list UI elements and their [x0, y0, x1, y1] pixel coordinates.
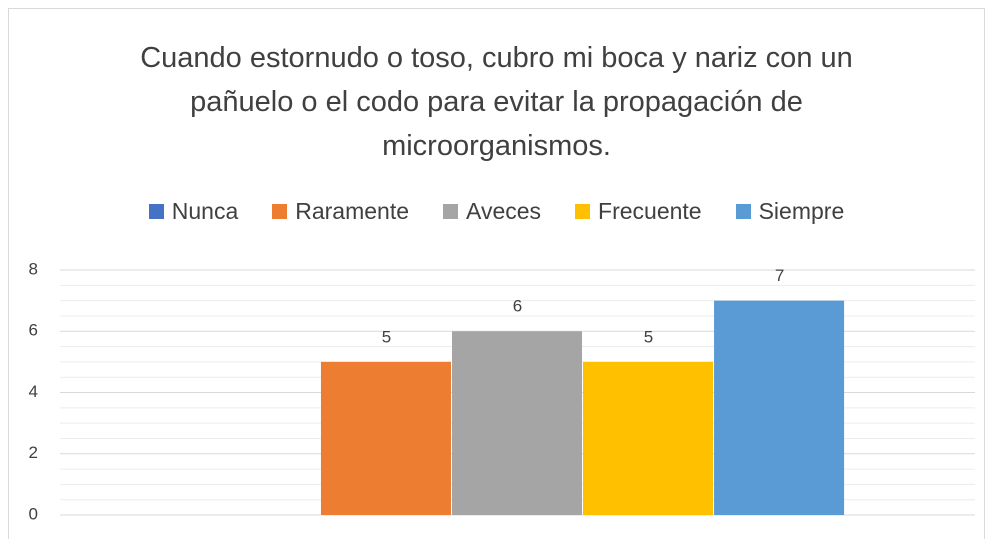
y-tick-label: 6 [29, 321, 38, 340]
legend-swatch [148, 204, 164, 219]
legend-label: Frecuente [598, 198, 702, 224]
legend-item: Siempre [735, 198, 845, 225]
legend: Nunca Raramente Aveces Frecuente Siempre [0, 198, 993, 225]
legend-swatch [735, 204, 751, 219]
legend-label: Aveces [466, 198, 542, 224]
bar [451, 331, 583, 515]
legend-swatch [575, 204, 591, 219]
data-label: 7 [775, 266, 784, 285]
bar [583, 361, 714, 515]
legend-swatch [443, 204, 459, 219]
legend-item: Nunca [148, 198, 239, 225]
legend-label: Siempre [758, 198, 845, 224]
legend-label: Nunca [171, 198, 239, 224]
y-tick-label: 4 [29, 382, 38, 401]
bar [320, 361, 451, 515]
legend-item: Aveces [443, 198, 541, 225]
legend-item: Raramente [272, 198, 409, 225]
y-tick-label: 0 [29, 504, 38, 523]
data-label: 5 [382, 327, 391, 346]
legend-swatch [272, 204, 288, 219]
legend-item: Frecuente [575, 198, 702, 225]
chart-border [8, 8, 985, 539]
data-label: 5 [644, 327, 653, 346]
y-tick-label: 8 [29, 259, 38, 278]
data-label: 6 [513, 297, 522, 316]
bar [714, 300, 845, 515]
y-tick-label: 2 [29, 443, 38, 462]
chart-title: Cuando estornudo o toso, cubro mi boca y… [140, 42, 853, 162]
legend-label: Raramente [295, 198, 410, 224]
